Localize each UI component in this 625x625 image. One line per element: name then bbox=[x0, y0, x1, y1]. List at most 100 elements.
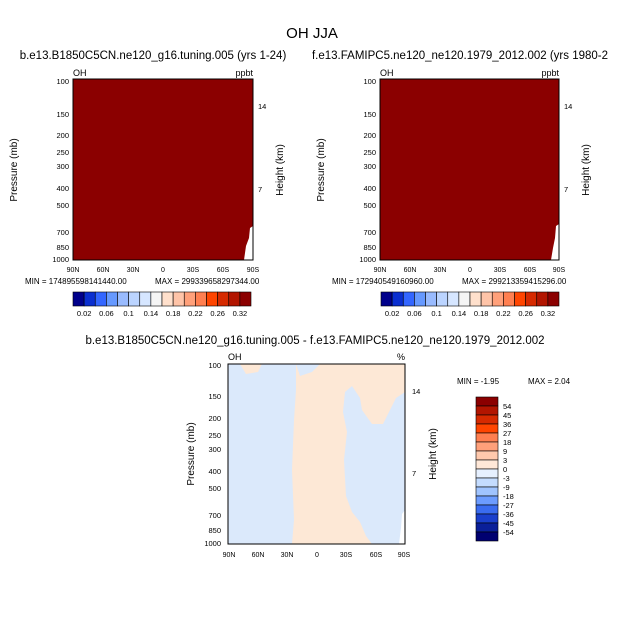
panel-obs-y-ticks: 100 150 200 250 300 400 500 700 850 1000 bbox=[359, 77, 376, 264]
panel-diff-field-positive-patch bbox=[240, 364, 262, 374]
colorbar-swatch bbox=[150, 291, 163, 307]
colorbar-swatch bbox=[239, 291, 252, 307]
x-tick-label: 90S bbox=[398, 552, 411, 559]
y-right-tick-label: 7 bbox=[412, 469, 416, 478]
colorbar-label: 0.1 bbox=[123, 309, 133, 318]
colorbar-label: 27 bbox=[503, 429, 511, 438]
x-tick-label: 30S bbox=[187, 267, 200, 274]
y-tick-label: 1000 bbox=[204, 539, 221, 548]
colorbar-swatch bbox=[503, 291, 515, 307]
colorbar-swatch bbox=[491, 291, 504, 307]
colorbar-swatch bbox=[475, 432, 499, 443]
y-tick-label: 300 bbox=[208, 445, 221, 454]
colorbar-swatch bbox=[391, 291, 404, 307]
y-tick-label: 700 bbox=[363, 228, 376, 237]
panel-model-y-ticks: 100 150 200 250 300 400 500 700 850 1000 bbox=[52, 77, 69, 264]
colorbar-swatch bbox=[475, 477, 499, 488]
x-tick-label: 30N bbox=[434, 267, 447, 274]
colorbar-label: -36 bbox=[503, 510, 514, 519]
colorbar-swatch bbox=[475, 450, 499, 461]
y-tick-label: 100 bbox=[56, 77, 69, 86]
panel-model-colorbar: 0.02 0.06 0.1 0.14 0.18 0.22 0.26 0.32 bbox=[72, 291, 252, 318]
colorbar-label: -45 bbox=[503, 519, 514, 528]
panel-diff-field-positive bbox=[292, 364, 405, 544]
y-tick-label: 500 bbox=[208, 484, 221, 493]
colorbar-label: 0.18 bbox=[166, 309, 181, 318]
panel-diff-min-text: MIN = -1.95 bbox=[457, 377, 500, 386]
panel-diff-units: % bbox=[397, 352, 405, 362]
colorbar-swatch bbox=[183, 291, 196, 307]
colorbar-swatch bbox=[475, 513, 499, 524]
y-tick-label: 1000 bbox=[52, 255, 69, 264]
colorbar-swatch bbox=[217, 291, 230, 307]
colorbar-swatch bbox=[72, 291, 85, 307]
panel-model-field bbox=[73, 79, 253, 260]
panel-model-max-text: MAX = 299339658297344.00 bbox=[155, 277, 260, 286]
panel-obs-frame bbox=[379, 78, 560, 261]
y-tick-label: 850 bbox=[208, 526, 221, 535]
panel-diff-frame bbox=[227, 363, 406, 545]
colorbar-swatch bbox=[106, 291, 118, 307]
panel-diff-x-ticks: 90N 60N 30N 0 30S 60S 90S bbox=[223, 552, 411, 559]
panel-model-min-text: MIN = 174895598141440.00 bbox=[25, 277, 127, 286]
panel-diff-y-axis-label: Pressure (mb) bbox=[186, 422, 197, 485]
colorbar-label: 3 bbox=[503, 456, 507, 465]
panel-diff-field-label: OH bbox=[228, 352, 242, 362]
panel-model-missing-region bbox=[244, 226, 253, 260]
colorbar-swatch bbox=[83, 291, 96, 307]
panel-model-x-ticks: 90N 60N 30N 0 30S 60S 90S bbox=[67, 267, 260, 274]
y-tick-label: 250 bbox=[363, 148, 376, 157]
panel-diff-title: b.e13.B1850C5CN.ne120_g16.tuning.005 - f… bbox=[85, 335, 544, 347]
colorbar-swatch bbox=[480, 291, 493, 307]
colorbar-label: 0.26 bbox=[518, 309, 533, 318]
colorbar-swatch bbox=[475, 531, 499, 542]
y-tick-label: 100 bbox=[208, 361, 221, 370]
colorbar-label: 0.32 bbox=[233, 309, 248, 318]
x-tick-label: 60S bbox=[217, 267, 230, 274]
y-tick-label: 300 bbox=[363, 162, 376, 171]
x-tick-label: 90N bbox=[374, 267, 387, 274]
y-right-tick-label: 7 bbox=[258, 185, 262, 194]
colorbar-swatch bbox=[380, 291, 393, 307]
x-tick-label: 60N bbox=[404, 267, 417, 274]
panel-model-frame bbox=[72, 78, 254, 261]
panel-diff-missing-region bbox=[399, 510, 405, 544]
panel-model-y-right-axis-label: Height (km) bbox=[275, 144, 286, 196]
colorbar-label: 0.18 bbox=[474, 309, 489, 318]
x-tick-label: 60S bbox=[524, 267, 537, 274]
colorbar-swatch bbox=[425, 291, 437, 307]
panel-diff: b.e13.B1850C5CN.ne120_g16.tuning.005 - f… bbox=[85, 335, 570, 559]
colorbar-swatch bbox=[475, 495, 499, 506]
panel-obs-max-text: MAX = 299213359415296.00 bbox=[462, 277, 567, 286]
colorbar-label: 0.22 bbox=[188, 309, 203, 318]
x-tick-label: 60S bbox=[370, 552, 383, 559]
x-tick-label: 0 bbox=[468, 267, 472, 274]
x-tick-label: 90S bbox=[553, 267, 566, 274]
y-tick-label: 300 bbox=[56, 162, 69, 171]
colorbar-swatch bbox=[402, 291, 415, 307]
colorbar-swatch bbox=[475, 468, 499, 479]
y-tick-label: 250 bbox=[208, 431, 221, 440]
x-tick-label: 30N bbox=[127, 267, 140, 274]
x-tick-label: 30S bbox=[340, 552, 353, 559]
colorbar-label: 9 bbox=[503, 447, 507, 456]
panel-model-units: ppbt bbox=[235, 68, 253, 78]
colorbar-swatch bbox=[94, 291, 107, 307]
colorbar-swatch bbox=[414, 291, 426, 307]
panel-diff-y-right-axis-label: Height (km) bbox=[428, 428, 439, 480]
y-tick-label: 500 bbox=[56, 201, 69, 210]
y-tick-label: 400 bbox=[56, 184, 69, 193]
x-tick-label: 0 bbox=[161, 267, 165, 274]
colorbar-swatch bbox=[436, 291, 449, 307]
panel-obs-min-text: MIN = 172940549160960.00 bbox=[332, 277, 434, 286]
colorbar-swatch bbox=[514, 291, 526, 307]
colorbar-swatch bbox=[475, 396, 499, 407]
x-tick-label: 90S bbox=[247, 267, 260, 274]
colorbar-swatch bbox=[525, 291, 538, 307]
x-tick-label: 30S bbox=[494, 267, 507, 274]
colorbar-swatch bbox=[475, 441, 499, 452]
x-tick-label: 90N bbox=[223, 552, 236, 559]
colorbar-label: 0.06 bbox=[407, 309, 422, 318]
colorbar-label: 45 bbox=[503, 411, 511, 420]
panel-model: b.e13.B1850C5CN.ne120_g16.tuning.005 (yr… bbox=[9, 50, 286, 318]
